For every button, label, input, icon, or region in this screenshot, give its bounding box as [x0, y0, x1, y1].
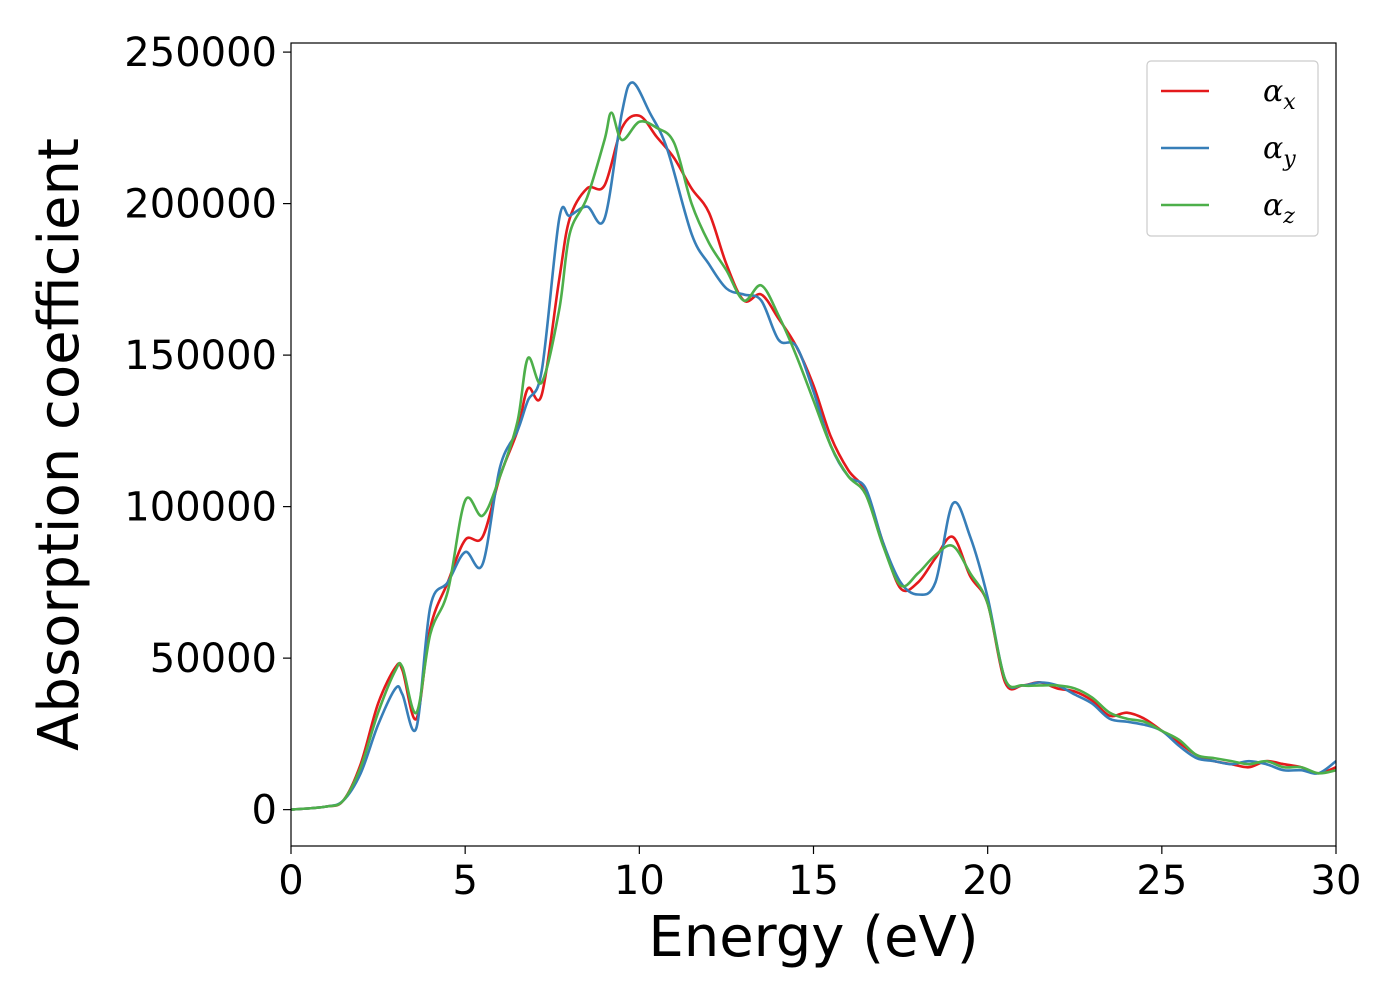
x-axis-title: Energy (eV) — [648, 905, 978, 970]
x-tick-label: 10 — [614, 858, 665, 904]
y-axis-ticks: 0 50000 100000 150000 200000 250000 — [124, 30, 291, 834]
y-tick-label: 200000 — [124, 182, 277, 228]
x-tick-label: 15 — [788, 858, 839, 904]
x-tick-label: 30 — [1311, 858, 1362, 904]
y-tick-label: 150000 — [124, 333, 277, 379]
y-tick-label: 250000 — [124, 30, 277, 76]
x-tick-label: 0 — [278, 858, 303, 904]
x-tick-label: 20 — [962, 858, 1013, 904]
x-tick-label: 5 — [452, 858, 477, 904]
y-axis-title: Absorption coefficient — [27, 138, 92, 751]
y-tick-label: 50000 — [150, 636, 277, 682]
series-line-alpha-z — [291, 111, 1336, 811]
legend-box — [1146, 60, 1319, 237]
x-axis-ticks: 0 5 10 15 20 25 30 — [278, 846, 1361, 904]
series-layer — [291, 81, 1336, 811]
x-tick-label: 25 — [1136, 858, 1187, 904]
y-tick-label: 100000 — [124, 485, 277, 531]
y-tick-label: 0 — [252, 788, 277, 834]
